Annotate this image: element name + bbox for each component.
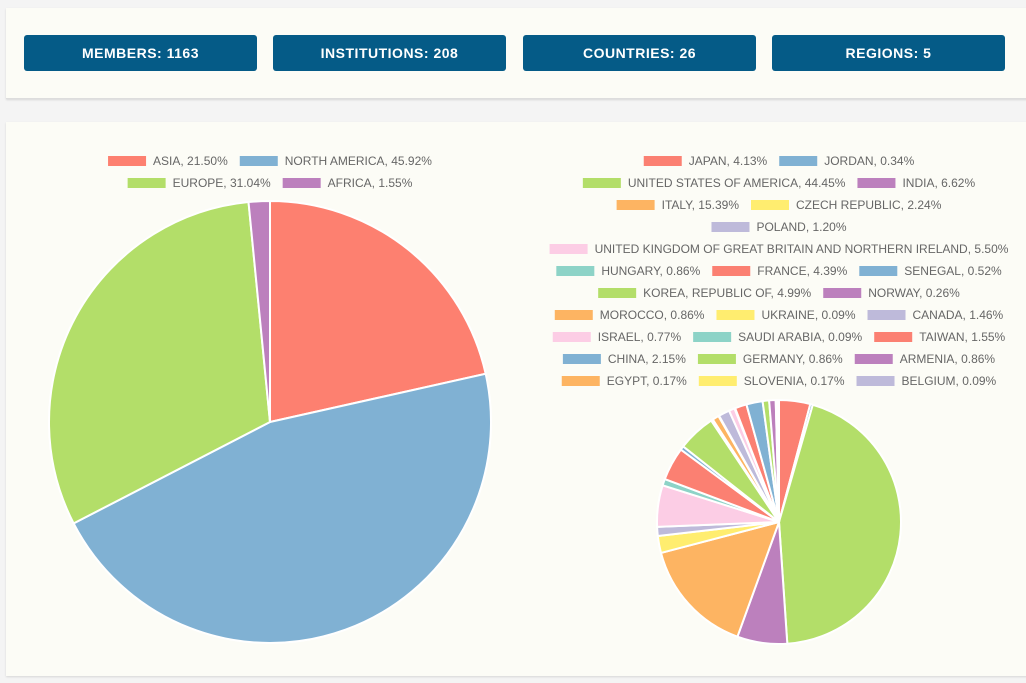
legend-label-armenia[interactable]: ARMENIA, 0.86% — [900, 352, 996, 366]
legend-swatch-saudi-arabia — [693, 332, 732, 342]
legend-label-poland[interactable]: POLAND, 1.20% — [756, 220, 846, 234]
legend-label-china[interactable]: CHINA, 2.15% — [608, 352, 686, 366]
legend-label-hungary[interactable]: HUNGARY, 0.86% — [601, 264, 700, 278]
legend-swatch-egypt — [561, 376, 600, 386]
country-pie-chart: JAPAN, 4.13% JORDAN, 0.34% UNITED STATES O… — [549, 154, 1009, 645]
pie-slice-belgium[interactable] — [777, 398, 780, 523]
legend-label-japan[interactable]: JAPAN, 4.13% — [689, 154, 768, 168]
legend-label-egypt[interactable]: EGYPT, 0.17% — [607, 374, 687, 388]
legend-swatch-asia — [108, 156, 147, 166]
legend-swatch-germany — [697, 354, 736, 364]
legend-swatch-morocco — [554, 310, 593, 320]
legend-label-europe[interactable]: EUROPE, 31.04% — [173, 176, 271, 190]
legend-label-asia[interactable]: ASIA, 21.50% — [153, 154, 228, 168]
legend-label-united-kingdom-of-great-britain-and-northern-ireland[interactable]: UNITED KINGDOM OF GREAT BRITAIN AND NORT… — [595, 242, 1009, 256]
legend-label-korea[interactable]: KOREA, REPUBLIC OF, 4.99% — [643, 286, 811, 300]
regions-stat-button[interactable]: REGIONS: 5 — [772, 35, 1005, 71]
legend-label-belgium[interactable]: BELGIUM, 0.09% — [902, 374, 997, 388]
pie-slice-italy[interactable] — [659, 520, 781, 638]
legend-label-germany[interactable]: GERMANY, 0.86% — [743, 352, 843, 366]
legend-swatch-belgium — [856, 376, 895, 386]
pie-slice-asia[interactable] — [269, 199, 487, 424]
legend-swatch-senegal — [859, 266, 898, 276]
legend-swatch-france — [712, 266, 751, 276]
legend-label-united-states-of-america[interactable]: UNITED STATES OF AMERICA, 44.45% — [628, 176, 846, 190]
legend-label-slovenia[interactable]: SLOVENIA, 0.17% — [744, 374, 845, 388]
legend-swatch-poland — [711, 222, 750, 232]
legend-swatch-korea — [598, 288, 637, 298]
legend-label-morocco[interactable]: MOROCCO, 0.86% — [600, 308, 705, 322]
members-stat-button[interactable]: MEMBERS: 1163 — [24, 35, 257, 71]
legend-swatch-ukraine — [716, 310, 755, 320]
legend-label-italy[interactable]: ITALY, 15.39% — [662, 198, 740, 212]
legend-swatch-united-kingdom-of-great-britain-and-northern-ireland — [549, 244, 588, 254]
legend-swatch-armenia — [854, 354, 893, 364]
legend-label-ukraine[interactable]: UKRAINE, 0.09% — [761, 308, 855, 322]
institutions-stat-button[interactable]: INSTITUTIONS: 208 — [273, 35, 506, 71]
legend-label-jordan[interactable]: JORDAN, 0.34% — [824, 154, 914, 168]
legend-swatch-jordan — [779, 156, 818, 166]
legend-label-taiwan[interactable]: TAIWAN, 1.55% — [919, 330, 1005, 344]
legend-label-norway[interactable]: NORWAY, 0.26% — [868, 286, 960, 300]
legend-swatch-slovenia — [698, 376, 737, 386]
legend-swatch-north-america — [239, 156, 278, 166]
legend-label-canada[interactable]: CANADA, 1.46% — [913, 308, 1004, 322]
legend-swatch-italy — [616, 200, 655, 210]
pie-slice-europe[interactable] — [48, 200, 272, 525]
legend-label-africa[interactable]: AFRICA, 1.55% — [328, 176, 413, 190]
region-pie-chart: ASIA, 21.50% NORTH AMERICA, 45.92% EUROPE,… — [48, 154, 492, 644]
countries-stat-button[interactable]: COUNTRIES: 26 — [523, 35, 756, 71]
legend-swatch-europe — [127, 178, 166, 188]
legend-swatch-norway — [823, 288, 862, 298]
legend-label-saudi-arabia[interactable]: SAUDI ARABIA, 0.09% — [738, 330, 862, 344]
legend-swatch-india — [857, 178, 896, 188]
legend-label-czech-republic[interactable]: CZECH REPUBLIC, 2.24% — [796, 198, 942, 212]
legend-label-france[interactable]: FRANCE, 4.39% — [757, 264, 847, 278]
legend-swatch-canada — [867, 310, 906, 320]
pie-slice-africa[interactable] — [247, 199, 271, 423]
charts-panel: ASIA, 21.50% NORTH AMERICA, 45.92% EUROPE,… — [6, 122, 1026, 676]
legend-label-senegal[interactable]: SENEGAL, 0.52% — [904, 264, 1002, 278]
legend-label-north-america[interactable]: NORTH AMERICA, 45.92% — [285, 154, 432, 168]
legend-swatch-china — [562, 354, 601, 364]
stats-panel: MEMBERS: 1163 INSTITUTIONS: 208 COUNTRIE… — [6, 8, 1026, 99]
legend-swatch-africa — [282, 178, 321, 188]
legend-label-israel[interactable]: ISRAEL, 0.77% — [598, 330, 682, 344]
pie-slice-united-states-of-america[interactable] — [777, 403, 902, 645]
legend-swatch-united-states-of-america — [582, 178, 621, 188]
legend-swatch-japan — [643, 156, 682, 166]
legend-label-india[interactable]: INDIA, 6.62% — [902, 176, 975, 190]
legend-swatch-czech-republic — [751, 200, 789, 210]
legend-swatch-taiwan — [874, 332, 913, 342]
pie-slice-north-america[interactable] — [72, 372, 492, 644]
legend-swatch-israel — [552, 332, 591, 342]
legend-swatch-hungary — [556, 266, 595, 276]
